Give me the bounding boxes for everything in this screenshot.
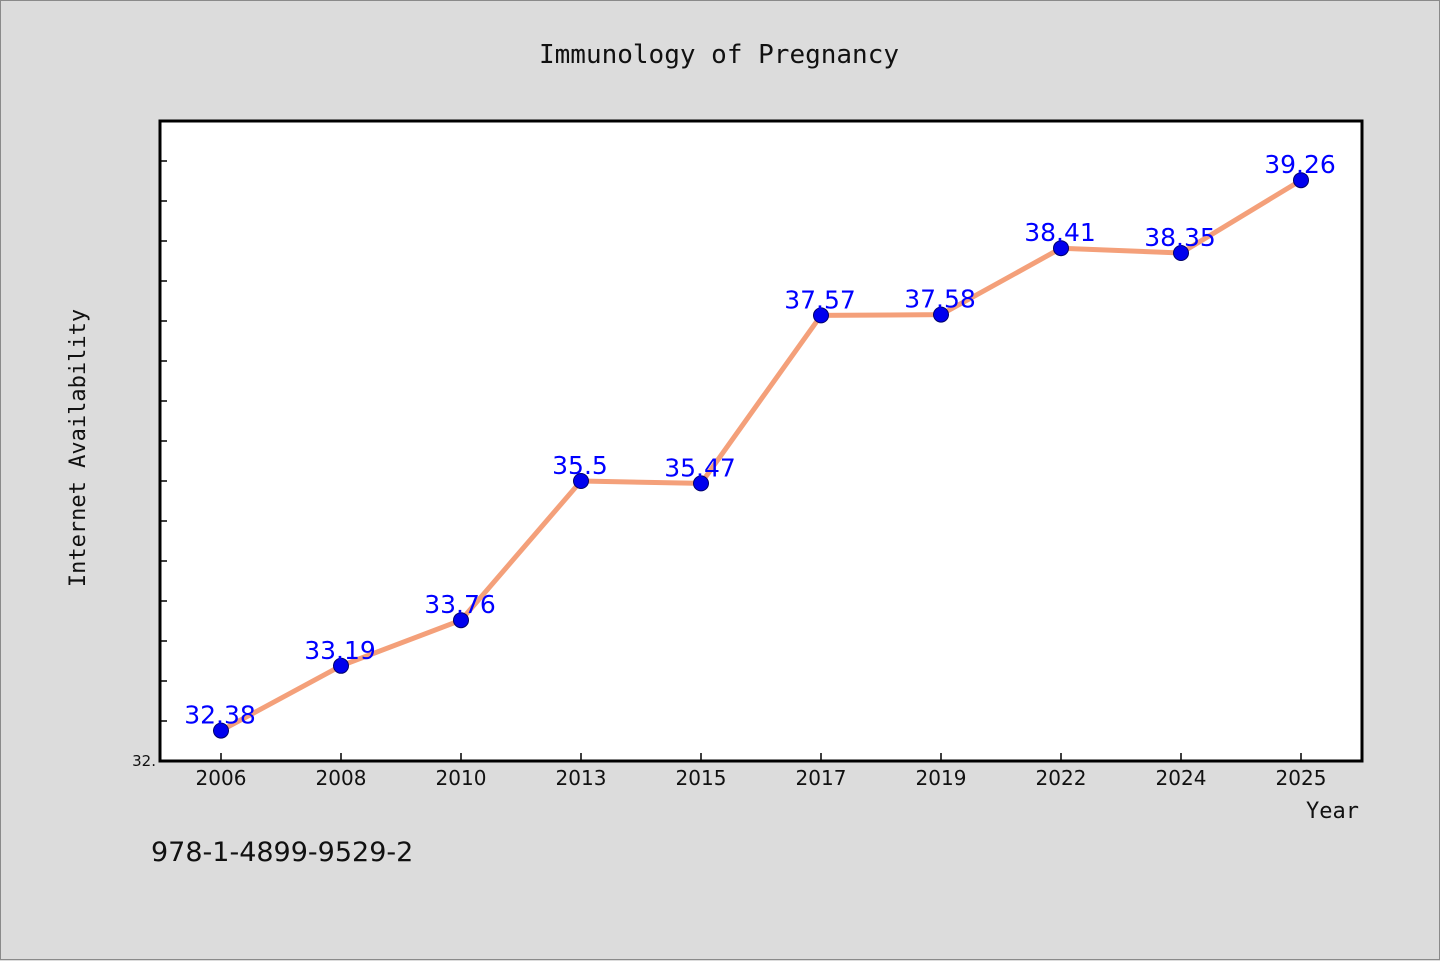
isbn-caption: 978-1-4899-9529-2 bbox=[151, 837, 414, 868]
data-point bbox=[933, 306, 949, 323]
data-label: 33.19 bbox=[304, 636, 376, 665]
x-tick-label: 2024 bbox=[1156, 766, 1207, 790]
data-point bbox=[813, 307, 829, 324]
x-tick-label: 2022 bbox=[1036, 766, 1087, 790]
series-line bbox=[218, 177, 1304, 734]
data-label: 35.47 bbox=[664, 453, 736, 482]
y-tick-label: 32. bbox=[132, 752, 156, 770]
data-label: 32.38 bbox=[184, 701, 256, 730]
data-labels: 32.38 33.19 33.76 35.5 35.47 37.57 37.58 38.41 3… bbox=[184, 150, 1336, 729]
x-tick-label: 2008 bbox=[316, 766, 367, 790]
chart-title: Immunology of Pregnancy bbox=[539, 40, 899, 70]
plot-area bbox=[158, 119, 1364, 763]
data-label: 33.76 bbox=[424, 590, 496, 619]
data-point bbox=[573, 473, 589, 489]
data-point bbox=[1173, 245, 1189, 261]
x-tick-label: 2015 bbox=[676, 766, 727, 790]
data-point bbox=[693, 475, 709, 492]
data-point bbox=[453, 612, 469, 629]
data-point bbox=[1053, 240, 1069, 257]
x-axis-title: Year bbox=[1306, 799, 1359, 824]
y-axis-ticks: 32. bbox=[132, 120, 167, 770]
data-label: 37.58 bbox=[904, 285, 976, 314]
data-label: 35.5 bbox=[552, 451, 608, 480]
y-axis-title: Internet Availability bbox=[66, 309, 91, 587]
data-label: 38.35 bbox=[1144, 223, 1216, 252]
data-label: 38.41 bbox=[1024, 218, 1096, 247]
data-label: 37.57 bbox=[784, 285, 856, 314]
x-tick-label: 2017 bbox=[796, 766, 847, 790]
x-axis-ticks: 2006 2008 2010 2013 2015 2017 2019 2022 2024 2025 bbox=[196, 753, 1327, 790]
x-tick-label: 2019 bbox=[916, 766, 967, 790]
data-point bbox=[1293, 172, 1309, 189]
data-point bbox=[213, 722, 229, 739]
data-point bbox=[333, 657, 349, 674]
series bbox=[213, 172, 1309, 739]
x-tick-label: 2013 bbox=[556, 766, 607, 790]
data-label: 39.26 bbox=[1264, 150, 1336, 179]
x-tick-label: 2010 bbox=[436, 766, 487, 790]
x-tick-label: 2006 bbox=[196, 766, 247, 790]
x-tick-label: 2025 bbox=[1276, 766, 1327, 790]
